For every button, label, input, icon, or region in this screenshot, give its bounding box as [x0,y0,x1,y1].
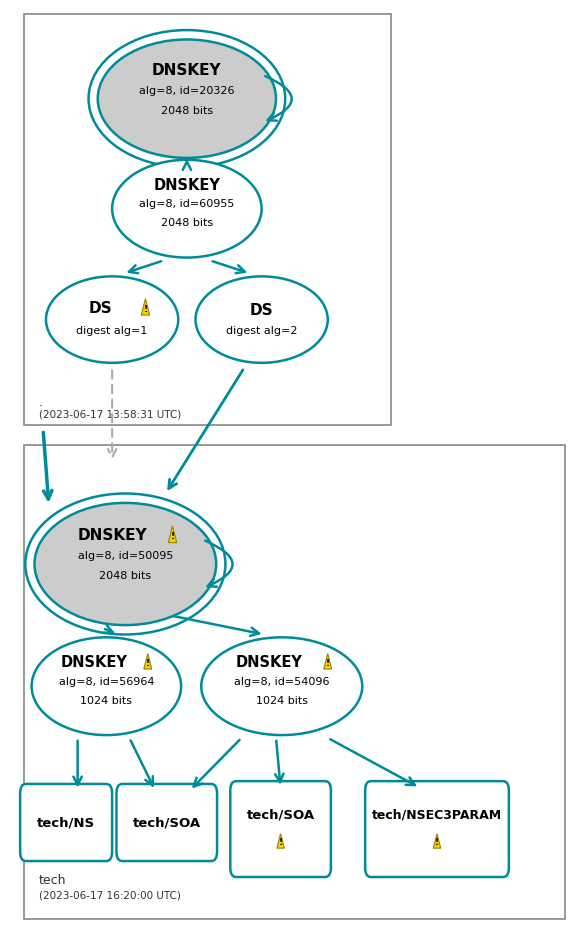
Text: DS: DS [89,301,113,316]
Text: DNSKEY: DNSKEY [78,528,148,543]
Polygon shape [324,653,332,669]
Ellipse shape [98,39,276,158]
Polygon shape [168,526,177,542]
Text: 2048 bits: 2048 bits [161,218,213,227]
Text: DNSKEY: DNSKEY [154,178,220,193]
Text: (2023-06-17 16:20:00 UTC): (2023-06-17 16:20:00 UTC) [39,890,181,901]
Text: alg=8, id=50095: alg=8, id=50095 [78,552,173,561]
FancyBboxPatch shape [116,784,217,861]
FancyBboxPatch shape [230,781,331,877]
Ellipse shape [112,160,262,258]
Text: 1024 bits: 1024 bits [256,697,308,706]
FancyBboxPatch shape [365,781,509,877]
Polygon shape [277,834,284,848]
Text: DNSKEY: DNSKEY [236,655,302,670]
Text: 2048 bits: 2048 bits [99,572,151,581]
Text: alg=8, id=56964: alg=8, id=56964 [59,678,154,687]
Text: !: ! [278,838,283,847]
Text: tech/NS: tech/NS [37,816,95,829]
Ellipse shape [196,276,328,363]
Text: tech: tech [39,873,66,886]
Text: !: ! [170,532,175,541]
Text: alg=8, id=20326: alg=8, id=20326 [139,86,235,96]
Text: !: ! [145,659,150,668]
Polygon shape [434,834,440,848]
Text: .: . [39,396,43,409]
Text: 2048 bits: 2048 bits [161,106,213,116]
Text: alg=8, id=54096: alg=8, id=54096 [234,678,329,687]
Text: tech/NSEC3PARAM: tech/NSEC3PARAM [372,808,502,822]
Ellipse shape [201,637,362,735]
Text: alg=8, id=60955: alg=8, id=60955 [139,199,235,209]
Bar [24,14,391,425]
Polygon shape [144,653,152,669]
Ellipse shape [32,637,181,735]
Text: digest alg=2: digest alg=2 [226,326,297,336]
Text: !: ! [325,659,330,668]
Polygon shape [141,299,150,315]
Text: !: ! [143,305,148,314]
Text: !: ! [435,838,439,847]
Ellipse shape [34,503,216,625]
Text: DNSKEY: DNSKEY [60,655,127,670]
Text: 1024 bits: 1024 bits [81,697,132,706]
Bar [24,445,565,919]
Text: tech/SOA: tech/SOA [247,808,315,822]
Text: DNSKEY: DNSKEY [152,63,222,78]
Text: tech/SOA: tech/SOA [133,816,201,829]
Text: DS: DS [250,303,274,318]
FancyBboxPatch shape [20,784,112,861]
Text: (2023-06-17 13:58:31 UTC): (2023-06-17 13:58:31 UTC) [39,409,181,419]
Text: digest alg=1: digest alg=1 [76,326,148,336]
Ellipse shape [46,276,178,363]
